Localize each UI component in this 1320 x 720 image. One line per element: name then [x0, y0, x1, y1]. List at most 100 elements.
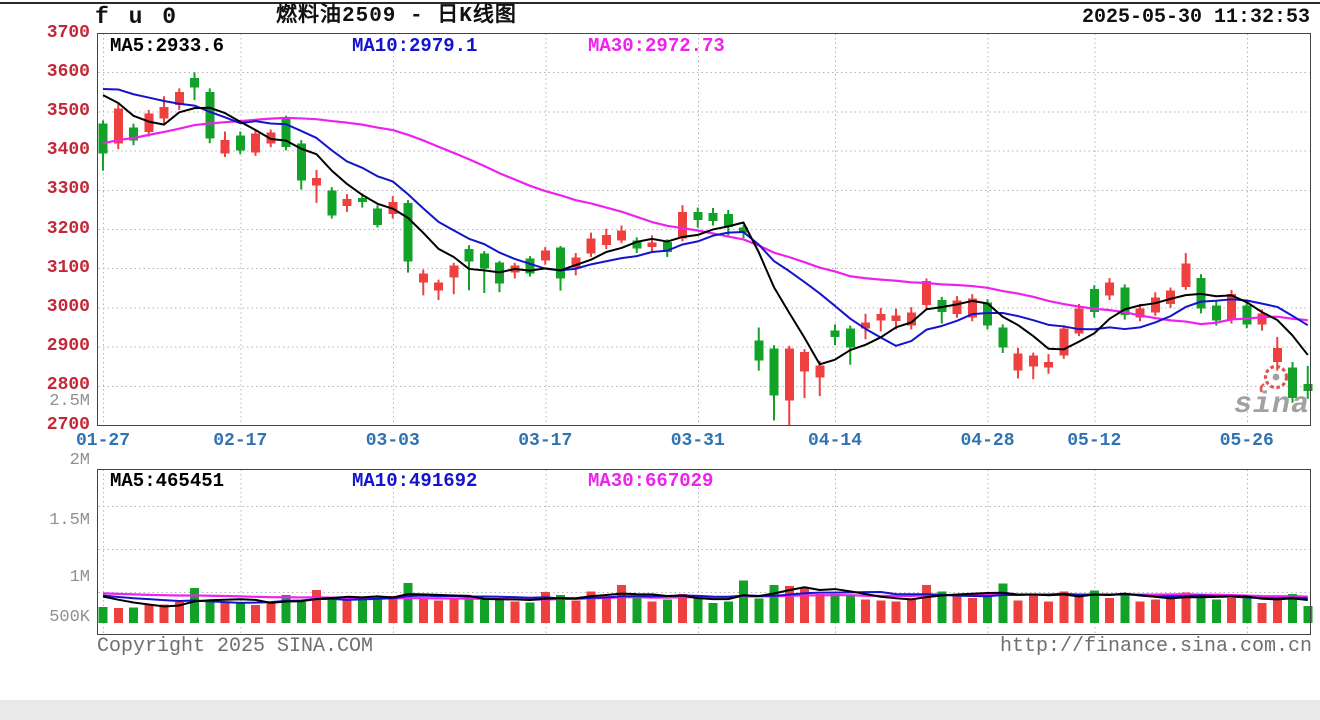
volume-bar — [861, 599, 870, 623]
candle — [495, 260, 504, 293]
price-axis-label: 2800 — [46, 375, 90, 396]
volume-bar — [1211, 599, 1221, 623]
candle — [235, 131, 245, 155]
candle — [479, 251, 489, 294]
volume-bar — [403, 582, 413, 623]
volume-bar — [723, 601, 733, 623]
volume-bar — [525, 602, 535, 623]
price-axis-label: 3100 — [46, 257, 90, 278]
volume-bar — [1196, 594, 1206, 623]
candle — [1120, 284, 1130, 320]
volume-bar — [281, 595, 291, 623]
volume-bar — [113, 608, 123, 623]
volume-bar — [540, 591, 550, 623]
volume-bar — [1257, 603, 1267, 623]
candle — [937, 296, 947, 324]
candle — [617, 225, 626, 244]
volume-bar — [144, 605, 154, 623]
price-axis-label: 2700 — [46, 414, 90, 435]
candle — [708, 207, 718, 226]
candle — [1044, 354, 1053, 374]
date-axis-label: 05-26 — [1219, 431, 1274, 451]
volume-bar — [479, 598, 489, 623]
candle — [418, 269, 428, 296]
candle — [190, 72, 199, 101]
volume-bar — [739, 580, 748, 623]
volume-bar — [800, 587, 809, 623]
volume-bar — [495, 599, 504, 623]
candle — [967, 294, 977, 322]
candle — [586, 232, 596, 257]
date-axis-label: 04-28 — [960, 431, 1015, 451]
volume-panel-border — [96, 468, 1312, 636]
candle — [906, 307, 916, 330]
candle — [174, 88, 184, 110]
volume-bar — [586, 591, 596, 623]
candle — [1074, 303, 1084, 337]
volume-bar — [418, 598, 428, 623]
candle — [342, 194, 352, 212]
symbol-code: f u 0 — [95, 4, 180, 30]
date-axis-label: 04-14 — [807, 431, 862, 451]
candle — [861, 313, 870, 340]
price-axis-label: 2900 — [46, 336, 90, 357]
candle — [601, 228, 611, 250]
price-panel-border — [96, 32, 1312, 427]
volume-bar — [662, 599, 672, 623]
candle — [1059, 325, 1069, 359]
page-title: 燃料油2509 - 日K线图 — [276, 5, 517, 28]
volume-bar — [876, 600, 886, 623]
volume-bar — [342, 596, 352, 623]
volume-bar — [571, 600, 581, 623]
price-axis-label: 3400 — [46, 140, 90, 161]
volume-bar — [906, 599, 916, 623]
candle — [952, 296, 962, 318]
volume-ma30-legend: MA30:667029 — [588, 470, 714, 492]
price-ma10-legend: MA10:2979.1 — [352, 35, 478, 57]
price-axis-label: 3700 — [46, 22, 90, 43]
candle — [144, 109, 154, 137]
price-ma30-legend: MA30:2972.73 — [588, 35, 725, 57]
volume-bar — [601, 596, 611, 623]
date-axis-label: 03-31 — [670, 431, 725, 451]
volume-axis-label: 2M — [69, 451, 90, 470]
volume-axis-label: 1.5M — [49, 511, 90, 530]
copyright-text: Copyright 2025 SINA.COM — [97, 635, 374, 658]
candle — [220, 131, 230, 157]
candle — [281, 115, 291, 151]
volume-bar — [510, 601, 520, 623]
volume-bar — [693, 597, 703, 623]
volume-bar — [754, 598, 764, 623]
volume-bar — [1028, 595, 1038, 623]
volume-bar — [251, 605, 260, 623]
candle — [723, 209, 733, 236]
candle — [891, 308, 901, 330]
volume-bar — [1059, 591, 1069, 623]
candle — [1242, 301, 1252, 329]
candle — [251, 130, 260, 156]
candle — [1211, 301, 1221, 326]
volume-bar — [373, 596, 382, 623]
volume-bar — [312, 590, 321, 623]
candle — [1166, 287, 1175, 308]
candle — [815, 360, 825, 397]
candle — [525, 256, 535, 277]
volume-bar — [647, 601, 657, 623]
volume-bar — [1135, 601, 1145, 623]
volume-bar — [937, 591, 947, 623]
candle — [632, 237, 642, 254]
volume-bar — [556, 595, 565, 623]
volume-bar — [708, 602, 718, 623]
volume-bar — [357, 597, 367, 623]
volume-bar — [617, 585, 626, 623]
candle — [647, 235, 657, 252]
volume-bar — [1089, 590, 1099, 623]
candle — [693, 207, 703, 228]
candle — [403, 200, 413, 273]
volume-ma5-line — [102, 586, 1308, 608]
price-axis-label: 3500 — [46, 100, 90, 121]
candle — [678, 205, 687, 242]
volume-axis-label: 500K — [49, 608, 90, 627]
volume-bar — [1303, 605, 1313, 623]
volume-bar — [388, 596, 398, 623]
